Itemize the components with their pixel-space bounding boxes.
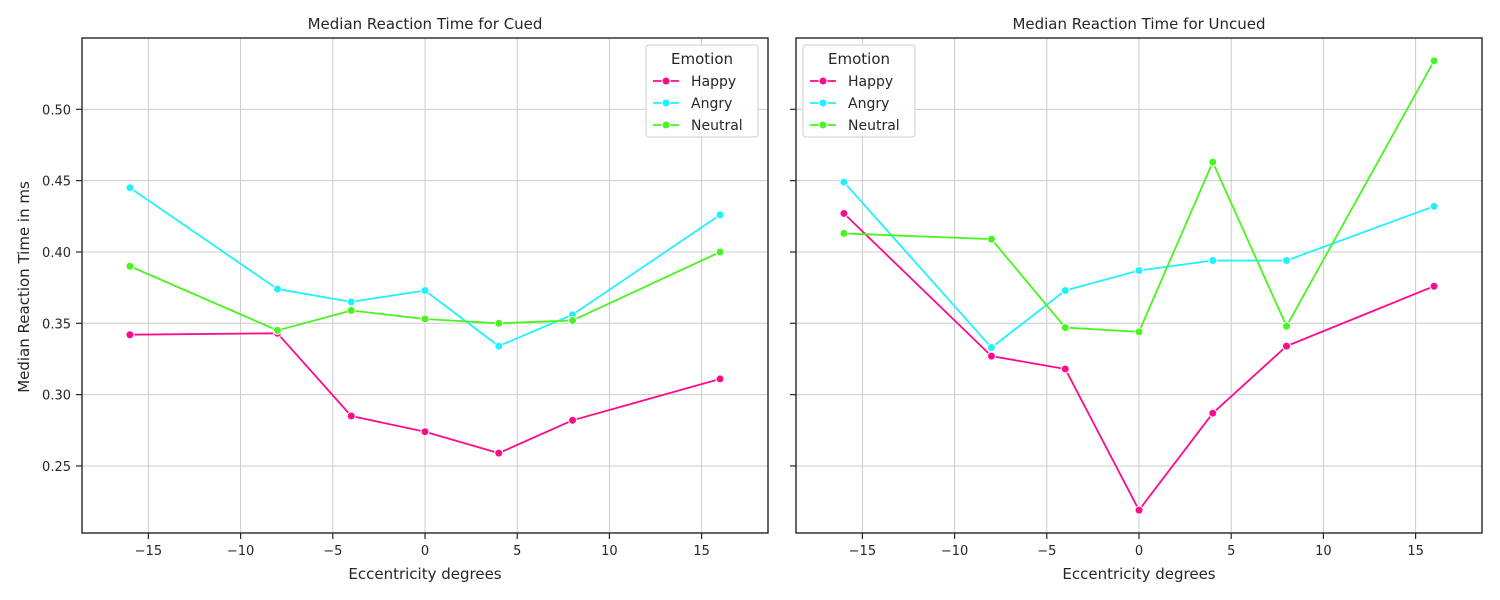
data-point-happy — [839, 208, 849, 218]
data-point-happy — [568, 415, 578, 425]
data-point-neutral — [420, 314, 430, 324]
data-point-angry — [1208, 256, 1218, 266]
data-point-neutral — [1060, 323, 1070, 333]
y-tick-label: 0.35 — [42, 317, 71, 332]
data-point-neutral — [494, 318, 504, 328]
y-tick-label: 0.25 — [42, 460, 71, 475]
x-tick-label: −5 — [323, 544, 342, 559]
x-tick-label: −10 — [941, 544, 968, 559]
chart-title: Median Reaction Time for Uncued — [1012, 15, 1265, 33]
x-tick-label: 0 — [421, 544, 429, 559]
chart-title: Median Reaction Time for Cued — [308, 15, 543, 33]
x-tick-label: −5 — [1037, 544, 1056, 559]
data-point-neutral — [125, 261, 135, 271]
legend-marker-angry — [661, 98, 671, 108]
legend-label-happy: Happy — [691, 74, 736, 90]
data-point-neutral — [839, 228, 849, 238]
y-tick-label: 0.30 — [42, 389, 71, 404]
data-point-angry — [1134, 266, 1144, 276]
cued-chart-panel: −15 −10 −5 0 5 10 15 0.25 0.30 0.35 0.40 0.45 0.50 Me… — [42, 15, 769, 583]
x-tick-label: −10 — [227, 544, 254, 559]
x-tick-label: 0 — [1135, 544, 1143, 559]
data-point-happy — [420, 427, 430, 437]
legend-title: Emotion — [828, 50, 890, 68]
uncued-chart-panel: −15 −10 −5 0 5 10 15 Median Reaction Time for U… — [790, 15, 1483, 583]
data-point-angry — [346, 297, 356, 307]
data-point-happy — [494, 448, 504, 458]
x-tick-label: 5 — [1227, 544, 1235, 559]
x-tick-label: 10 — [601, 544, 618, 559]
x-tick-label: 10 — [1315, 544, 1332, 559]
legend-marker-happy — [818, 76, 828, 86]
data-point-angry — [839, 177, 849, 187]
data-point-angry — [125, 183, 135, 193]
x-axis-label: Eccentricity degrees — [348, 565, 501, 583]
data-point-angry — [1429, 201, 1439, 211]
data-point-angry — [1060, 285, 1070, 295]
data-point-angry — [420, 285, 430, 295]
data-point-happy — [1060, 364, 1070, 374]
x-tick-label: −15 — [135, 544, 162, 559]
legend: Emotion Happy Angry Neutral — [802, 44, 916, 138]
x-tick-label: 5 — [513, 544, 521, 559]
data-point-happy — [986, 351, 996, 361]
data-point-neutral — [986, 234, 996, 244]
data-point-happy — [125, 330, 135, 340]
data-point-happy — [1134, 505, 1144, 515]
data-point-angry — [715, 210, 725, 220]
data-point-angry — [1282, 256, 1292, 266]
legend-label-angry: Angry — [691, 96, 732, 112]
data-point-happy — [1429, 281, 1439, 291]
data-point-happy — [346, 411, 356, 421]
y-axis-label: Median Reaction Time in ms — [15, 181, 33, 393]
data-point-angry — [986, 343, 996, 353]
data-point-neutral — [1134, 327, 1144, 337]
y-tick-label: 0.50 — [42, 103, 71, 118]
data-point-neutral — [1429, 56, 1439, 66]
data-point-neutral — [1208, 157, 1218, 167]
legend: Emotion Happy Angry Neutral — [645, 44, 759, 138]
x-tick-label: 15 — [693, 544, 710, 559]
y-tick-label: 0.40 — [42, 246, 71, 261]
data-point-neutral — [1282, 321, 1292, 331]
data-point-neutral — [715, 247, 725, 257]
legend-box — [645, 44, 759, 138]
y-tick-label: 0.45 — [42, 175, 71, 190]
legend-label-neutral: Neutral — [691, 118, 743, 134]
data-point-happy — [715, 374, 725, 384]
legend-label-neutral: Neutral — [848, 118, 900, 134]
legend-box — [802, 44, 916, 138]
data-point-neutral — [346, 305, 356, 315]
legend-marker-neutral — [661, 120, 671, 130]
data-point-angry — [272, 284, 282, 294]
legend-marker-happy — [661, 76, 671, 86]
legend-marker-angry — [818, 98, 828, 108]
legend-marker-neutral — [818, 120, 828, 130]
data-point-neutral — [568, 315, 578, 325]
data-point-happy — [1282, 341, 1292, 351]
data-point-neutral — [272, 325, 282, 335]
legend-title: Emotion — [671, 50, 733, 68]
data-point-happy — [1208, 408, 1218, 418]
data-point-angry — [494, 341, 504, 351]
x-axis-label: Eccentricity degrees — [1062, 565, 1215, 583]
legend-label-happy: Happy — [848, 74, 893, 90]
x-tick-label: 15 — [1407, 544, 1424, 559]
legend-label-angry: Angry — [848, 96, 889, 112]
x-tick-label: −15 — [849, 544, 876, 559]
